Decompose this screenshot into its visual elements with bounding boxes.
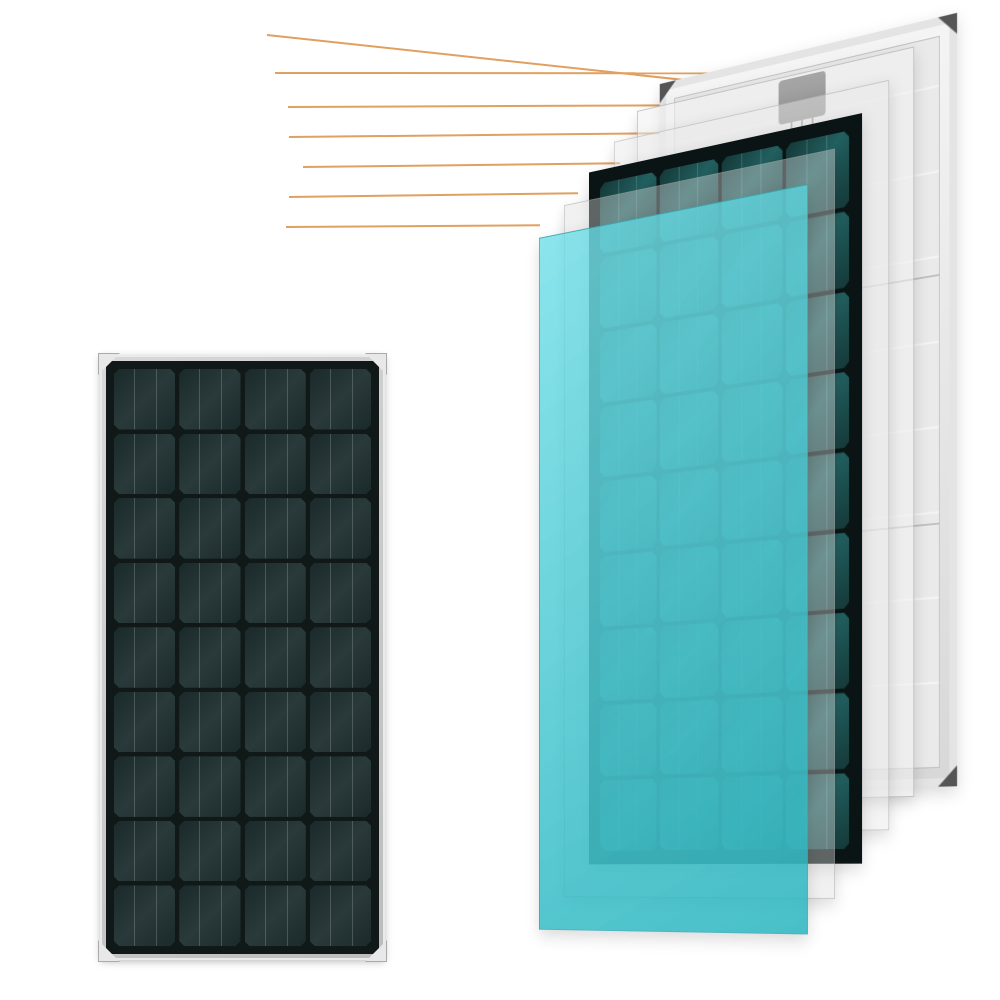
solar-cell	[114, 692, 175, 753]
solar-cell	[114, 885, 175, 946]
solar-cell	[245, 821, 306, 882]
solar-cell	[245, 756, 306, 817]
solar-cell	[310, 434, 371, 495]
solar-cell	[179, 885, 240, 946]
frame-corner-icon	[938, 13, 957, 38]
solar-cell	[114, 821, 175, 882]
solar-cell	[179, 627, 240, 688]
solar-cell	[179, 692, 240, 753]
exploded-layer-stack	[480, 50, 980, 950]
solar-cell	[179, 369, 240, 430]
assembled-solar-panel	[100, 355, 385, 960]
solar-cell	[245, 369, 306, 430]
solar-cell	[310, 498, 371, 559]
solar-cell	[114, 369, 175, 430]
frame-corner-icon	[938, 765, 957, 786]
solar-cell	[245, 692, 306, 753]
solar-cell	[114, 756, 175, 817]
solar-cell	[179, 756, 240, 817]
solar-cell	[114, 434, 175, 495]
solar-cell	[245, 498, 306, 559]
solar-cell-grid	[106, 361, 379, 954]
solar-cell	[310, 692, 371, 753]
solar-cell	[179, 563, 240, 624]
layer-pet	[539, 184, 808, 935]
solar-cell	[245, 885, 306, 946]
solar-cell	[245, 434, 306, 495]
solar-cell	[245, 563, 306, 624]
solar-cell	[179, 498, 240, 559]
solar-cell	[310, 885, 371, 946]
solar-cell	[179, 434, 240, 495]
solar-cell	[114, 627, 175, 688]
solar-cell	[114, 563, 175, 624]
solar-cell	[310, 369, 371, 430]
solar-cell	[310, 627, 371, 688]
solar-cell	[310, 563, 371, 624]
solar-cell	[245, 627, 306, 688]
solar-cell	[114, 498, 175, 559]
solar-cell	[310, 821, 371, 882]
solar-cell	[179, 821, 240, 882]
solar-cell	[310, 756, 371, 817]
